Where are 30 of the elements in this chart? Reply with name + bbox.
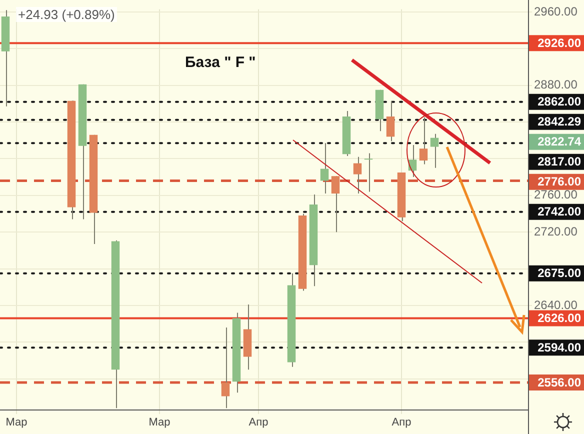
candlestick bbox=[221, 326, 230, 409]
x-tick-label: Апр bbox=[392, 416, 412, 429]
x-tick-label: Мар bbox=[6, 416, 28, 429]
text: 2822.74 bbox=[538, 134, 582, 149]
y-tick-label: 2760.00 bbox=[534, 188, 578, 202]
ref-line-label: 2776.00 bbox=[538, 174, 582, 189]
ref-line-label: 2626.00 bbox=[538, 311, 582, 326]
x-tick-label: Мар bbox=[148, 416, 170, 429]
ref-line-label: 2742.00 bbox=[538, 204, 582, 219]
ref-line-label: 2594.00 bbox=[538, 340, 582, 354]
candlestick bbox=[331, 176, 340, 233]
y-tick-label: 2880.00 bbox=[534, 78, 578, 92]
candlestick bbox=[364, 152, 373, 192]
ref-line-label: 2556.00 bbox=[538, 375, 582, 390]
annotation: База " F " bbox=[185, 54, 256, 71]
x-tick-label: Апр bbox=[248, 416, 268, 429]
candlestick bbox=[320, 142, 329, 194]
candlestick bbox=[353, 156, 362, 194]
ref-line-label: 2675.00 bbox=[538, 266, 582, 280]
ref-line-label: 2926.00 bbox=[538, 36, 582, 50]
ref-line-label: 2862.00 bbox=[538, 94, 582, 109]
candlestick bbox=[386, 100, 395, 142]
y-tick-label: 2960.00 bbox=[534, 4, 578, 18]
ref-line-label: 2842.29 bbox=[538, 114, 582, 129]
y-tick-label: 2720.00 bbox=[534, 224, 578, 238]
candlestick bbox=[430, 133, 439, 168]
annotation: +24.93 (+0.89%) bbox=[16, 7, 117, 22]
candlestick bbox=[419, 116, 428, 165]
y-tick-label: 2640.00 bbox=[534, 298, 578, 312]
ref-line-label: 2817.00 bbox=[538, 154, 582, 169]
